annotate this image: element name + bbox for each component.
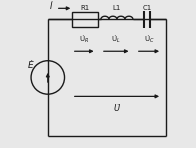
Text: İ: İ — [49, 2, 52, 11]
Text: Ė: Ė — [28, 61, 34, 70]
Text: R1: R1 — [80, 5, 90, 11]
Text: U̇$_R$: U̇$_R$ — [79, 34, 89, 45]
Text: U̇: U̇ — [114, 103, 120, 112]
Text: L1: L1 — [113, 5, 121, 11]
Bar — [72, 12, 98, 26]
Text: U̇$_L$: U̇$_L$ — [111, 34, 121, 45]
Text: U̇$_C$: U̇$_C$ — [144, 34, 154, 45]
Text: C1: C1 — [142, 5, 151, 11]
